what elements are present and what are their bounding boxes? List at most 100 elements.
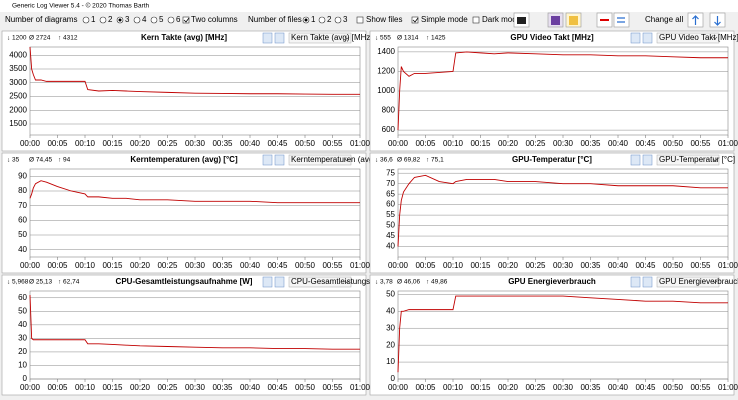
x-tick-label: 00:10 <box>443 383 464 392</box>
y-tick-label: 75 <box>386 168 395 177</box>
x-tick-label: 01:00 <box>718 261 738 270</box>
radio[interactable] <box>167 16 175 24</box>
y-tick-label: 0 <box>391 374 396 383</box>
scale-button[interactable] <box>274 154 285 166</box>
checkbox[interactable] <box>472 16 480 24</box>
x-tick-label: 00:50 <box>295 383 316 392</box>
y-tick-label: 1000 <box>377 86 395 95</box>
y-tick-label: 10 <box>386 357 395 366</box>
x-tick-label: 00:40 <box>240 261 261 270</box>
checkbox-checked[interactable] <box>411 16 419 24</box>
x-tick-label: 00:10 <box>75 261 96 270</box>
radio[interactable] <box>318 16 326 24</box>
x-tick-label: 00:20 <box>498 261 519 270</box>
x-tick-label: 00:45 <box>267 139 288 148</box>
info-button[interactable] <box>262 32 273 44</box>
dropdown-text: Kerntemperaturen (avg) [ <box>291 155 381 164</box>
radio-label[interactable]: 4 <box>142 15 147 24</box>
x-tick-label: 00:45 <box>267 261 288 270</box>
radio-label[interactable]: 1 <box>91 15 96 24</box>
x-tick-label: 00:00 <box>388 139 409 148</box>
stat-min: ↓ 3,78 <box>375 279 393 286</box>
y-tick-label: 50 <box>386 221 395 230</box>
check <box>183 17 190 23</box>
chart-title: GPU Video Takt [MHz] <box>510 33 594 42</box>
y-tick-label: 50 <box>18 230 27 239</box>
chart-title: GPU-Temperatur [°C] <box>512 155 592 164</box>
x-tick-label: 00:15 <box>470 139 491 148</box>
chart-title: Kern Takte (avg) [MHz] <box>141 33 227 42</box>
dropdown-text: CPU-Gesamtleistungsaufn <box>291 277 386 286</box>
x-tick-label: 00:55 <box>690 261 711 270</box>
scale-button[interactable] <box>642 154 653 166</box>
info-button[interactable] <box>262 276 273 288</box>
y-tick-label: 50 <box>18 306 27 315</box>
plot-area <box>29 46 361 136</box>
radio-label[interactable]: 2 <box>108 15 113 24</box>
info-button[interactable] <box>630 32 641 44</box>
checkbox-checked[interactable] <box>182 16 190 24</box>
x-tick-label: 00:40 <box>240 383 261 392</box>
stat-max: ↑ 75,1 <box>426 157 444 164</box>
dropdown-arrow <box>712 36 718 40</box>
radio-label[interactable]: 6 <box>176 15 181 24</box>
x-tick-label: 00:35 <box>580 383 601 392</box>
radio[interactable] <box>99 16 107 24</box>
radio-label[interactable]: 3 <box>343 15 348 24</box>
stat-avg: Ø 2724 <box>29 35 51 42</box>
x-tick-label: 00:00 <box>20 383 41 392</box>
files-label[interactable]: Number of files <box>248 15 302 24</box>
series-dropdown[interactable] <box>288 276 352 288</box>
y-tick-label: 40 <box>386 242 395 251</box>
simple-mode[interactable]: Simple mode <box>421 15 468 24</box>
radio[interactable] <box>150 16 158 24</box>
scale-button[interactable] <box>642 32 653 44</box>
x-tick-label: 00:50 <box>663 261 684 270</box>
radio-label[interactable]: 5 <box>159 15 164 24</box>
x-tick-label: 00:40 <box>240 139 261 148</box>
y-tick-label: 30 <box>386 323 395 332</box>
y-tick-label: 90 <box>18 171 27 180</box>
check <box>412 17 419 23</box>
x-tick-label: 00:00 <box>388 261 409 270</box>
scale-button[interactable] <box>274 32 285 44</box>
info-button[interactable] <box>630 276 641 288</box>
series-dropdown[interactable] <box>288 154 352 166</box>
radio-label[interactable]: 1 <box>311 15 316 24</box>
x-tick-label: 00:35 <box>212 139 233 148</box>
dark-mode[interactable]: Dark mod <box>482 15 517 24</box>
info-button[interactable] <box>262 154 273 166</box>
y-tick-label: 60 <box>18 215 27 224</box>
diagrams-label[interactable]: Number of diagrams <box>5 15 77 24</box>
scale-button[interactable] <box>274 276 285 288</box>
checkbox[interactable] <box>356 16 364 24</box>
stat-min: ↓ 36,6 <box>375 157 393 164</box>
two-columns[interactable]: Two columns <box>191 15 238 24</box>
stat-avg: Ø 1314 <box>397 35 419 42</box>
radio[interactable] <box>334 16 342 24</box>
chart-panel: ↓ 36,6 Ø 69,82 ↑ 75,1 GPU-Temperatur [°C] GP… <box>369 152 738 274</box>
radio-label[interactable]: 3 <box>125 15 130 24</box>
radio[interactable] <box>82 16 90 24</box>
x-tick-label: 00:45 <box>267 383 288 392</box>
y-tick-label: 60 <box>386 200 395 209</box>
stat-avg: Ø 25,13 <box>29 279 53 286</box>
radio-label[interactable]: 2 <box>327 15 332 24</box>
series-dropdown[interactable] <box>656 154 720 166</box>
swap-button[interactable] <box>613 12 630 28</box>
show-files[interactable]: Show files <box>366 15 402 24</box>
series-dropdown[interactable] <box>656 276 720 288</box>
scale-button[interactable] <box>642 276 653 288</box>
y-tick-label: 0 <box>23 374 28 383</box>
series-dropdown[interactable] <box>288 32 352 44</box>
x-tick-label: 00:40 <box>608 261 629 270</box>
stat-avg: Ø 69,82 <box>397 157 421 164</box>
x-tick-label: 00:05 <box>415 261 436 270</box>
x-tick-label: 00:25 <box>157 261 178 270</box>
x-tick-label: 00:20 <box>498 383 519 392</box>
info-button[interactable] <box>630 154 641 166</box>
stat-avg: Ø 46,06 <box>397 279 421 286</box>
y-tick-label: 1500 <box>9 119 27 128</box>
series-dropdown[interactable] <box>656 32 720 44</box>
radio[interactable] <box>133 16 141 24</box>
